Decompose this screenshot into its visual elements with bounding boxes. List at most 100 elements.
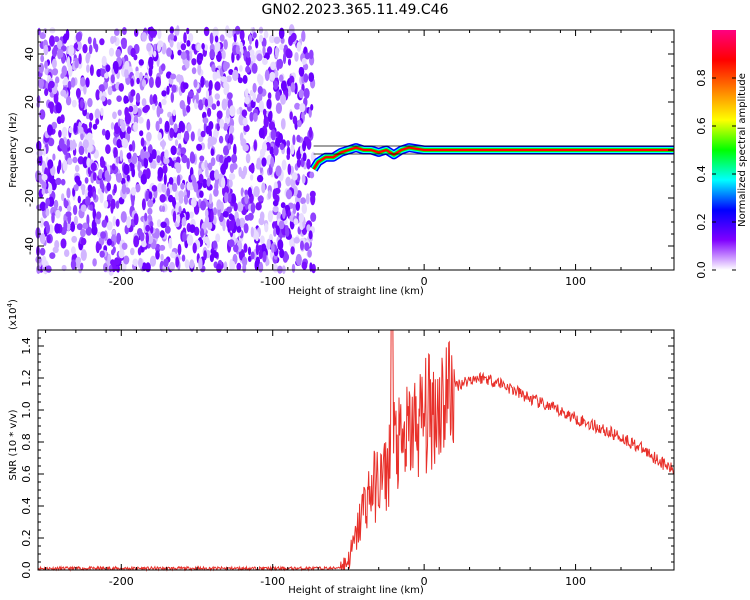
noise-cell <box>280 118 286 130</box>
noise-cell <box>45 208 50 217</box>
noise-cell <box>103 262 108 273</box>
noise-cell <box>178 120 185 132</box>
noise-cell <box>92 123 98 130</box>
noise-cell <box>110 202 114 214</box>
noise-cell <box>158 117 163 125</box>
noise-cell <box>186 158 190 170</box>
noise-cell <box>258 100 265 113</box>
noise-cell <box>295 201 300 211</box>
y-tick-label: 0.6 <box>20 465 33 483</box>
snr-xlabel: Height of straight line (km) <box>288 585 424 596</box>
noise-cell <box>161 90 167 97</box>
noise-cell <box>181 216 187 227</box>
noise-cell <box>227 142 232 151</box>
noise-cell <box>227 92 233 100</box>
noise-cell <box>286 140 291 147</box>
noise-cell <box>116 232 122 245</box>
noise-cell <box>269 146 274 155</box>
noise-cell <box>239 41 243 51</box>
noise-cell <box>107 99 112 106</box>
noise-cell <box>82 222 89 230</box>
noise-cell <box>147 207 153 215</box>
noise-cell <box>200 228 205 238</box>
noise-cell <box>157 28 162 40</box>
noise-cell <box>298 66 305 77</box>
noise-cell <box>78 121 82 132</box>
noise-cell <box>60 238 67 249</box>
noise-cell <box>204 159 208 169</box>
noise-cell <box>239 217 246 228</box>
noise-cell <box>226 155 232 163</box>
noise-cell <box>301 30 306 42</box>
noise-cell <box>264 117 269 128</box>
noise-cell <box>41 255 47 268</box>
noise-cell <box>146 42 152 52</box>
noise-cell <box>245 153 251 164</box>
noise-cell <box>106 182 111 192</box>
noise-cell <box>236 53 240 61</box>
noise-cell <box>121 177 126 185</box>
noise-cell <box>270 61 276 71</box>
noise-cell <box>198 135 204 143</box>
noise-cell <box>68 64 73 77</box>
noise-cell <box>38 77 44 89</box>
snr-ylabel: SNR (10 * v/v) <box>8 409 19 480</box>
noise-cell <box>115 200 120 209</box>
noise-cell <box>61 143 68 154</box>
noise-cell <box>243 243 248 253</box>
noise-cell <box>306 224 311 232</box>
noise-cell <box>247 187 252 198</box>
noise-cell <box>61 193 65 202</box>
noise-cell <box>242 74 248 84</box>
noise-cell <box>124 68 129 79</box>
noise-cell <box>168 177 174 185</box>
noise-cell <box>141 79 147 87</box>
noise-cell <box>110 74 115 84</box>
noise-cell <box>275 225 280 236</box>
spectrogram-noise <box>35 24 317 276</box>
colorbar-ticks: 0.0 0.2 0.4 0.6 0.8 <box>695 69 736 279</box>
noise-cell <box>163 258 169 268</box>
noise-cell <box>214 93 220 100</box>
noise-cell <box>303 63 309 71</box>
x-tick-label: -100 <box>260 275 285 288</box>
noise-cell <box>41 173 48 181</box>
noise-cell <box>131 155 138 165</box>
noise-cell <box>152 103 156 111</box>
noise-cell <box>85 112 91 120</box>
noise-cell <box>39 233 46 245</box>
noise-cell <box>308 230 313 240</box>
noise-cell <box>291 172 298 181</box>
noise-cell <box>258 75 264 86</box>
noise-cell <box>216 263 222 274</box>
noise-cell <box>301 57 307 65</box>
noise-cell <box>63 76 69 86</box>
noise-cell <box>94 108 101 120</box>
noise-cell <box>174 139 179 147</box>
noise-cell <box>181 154 188 164</box>
noise-cell <box>173 35 178 42</box>
noise-cell <box>153 50 157 58</box>
spectrogram-xlabel: Height of straight line (km) <box>288 286 424 297</box>
noise-cell <box>88 44 93 55</box>
noise-cell <box>68 126 73 134</box>
noise-cell <box>121 137 127 148</box>
snr-series-line <box>37 329 674 572</box>
noise-cell <box>116 173 123 183</box>
noise-cell <box>255 231 259 242</box>
noise-cell <box>250 202 256 214</box>
noise-cell <box>189 224 196 234</box>
noise-cell <box>157 132 162 141</box>
noise-cell <box>299 103 306 113</box>
noise-cell <box>223 60 228 72</box>
noise-cell <box>160 221 167 229</box>
noise-cell <box>220 177 226 189</box>
noise-cell <box>202 178 208 189</box>
noise-cell <box>249 174 254 181</box>
noise-cell <box>71 99 77 108</box>
noise-cell <box>161 139 165 150</box>
noise-cell <box>305 193 310 205</box>
noise-cell <box>218 135 224 144</box>
noise-cell <box>184 59 190 69</box>
noise-cell <box>150 225 154 234</box>
